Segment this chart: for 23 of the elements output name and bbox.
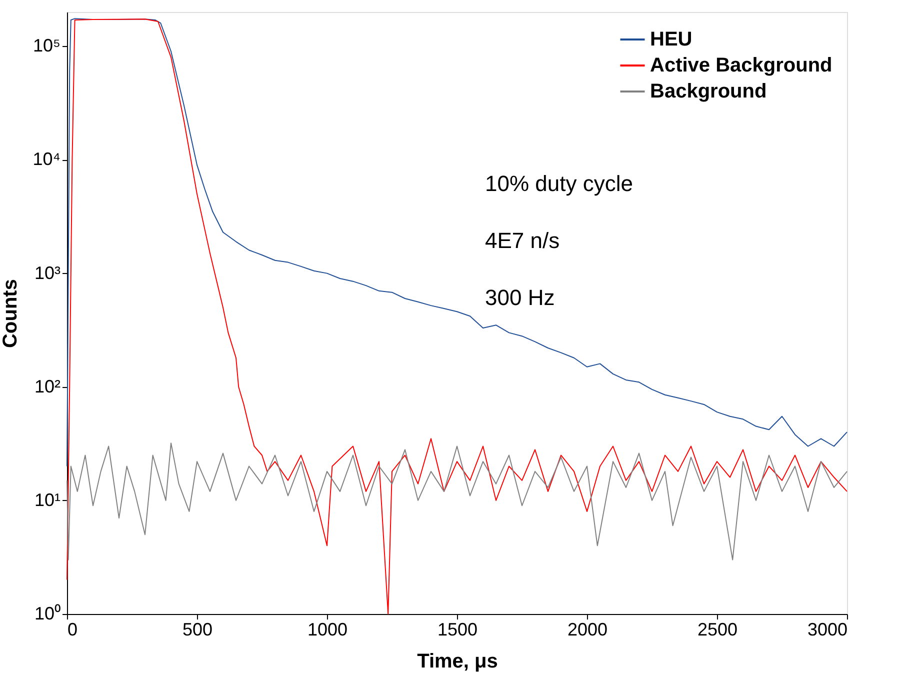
x-axis-title: Time, μs xyxy=(417,650,498,672)
x-tick-label: 500 xyxy=(182,620,213,640)
x-tick-label: 2000 xyxy=(567,620,608,640)
y-axis-title: Counts xyxy=(0,279,22,348)
legend-label: Background xyxy=(650,80,767,102)
y-tick-label: 10⁵ xyxy=(33,36,60,56)
annotation: 4E7 n/s xyxy=(485,228,560,253)
line-series xyxy=(66,18,848,467)
annotation: 300 Hz xyxy=(485,285,555,310)
y-tick-label: 10³ xyxy=(34,262,61,283)
y-tick-label: 10⁴ xyxy=(32,149,60,170)
line-series xyxy=(66,442,848,560)
x-tick-label: 3000 xyxy=(807,620,848,640)
legend-label: Active Background xyxy=(650,54,832,76)
y-tick-label: 10¹ xyxy=(34,490,61,510)
x-tick-label: 2500 xyxy=(697,620,738,640)
y-tick-label: 10⁰ xyxy=(34,604,60,624)
y-tick-label: 10² xyxy=(34,376,61,396)
annotation: 10% duty cycle xyxy=(485,171,633,196)
x-tick-label: 1500 xyxy=(437,620,478,640)
x-tick-label: 0 xyxy=(68,620,78,640)
legend-label: HEU xyxy=(650,28,692,50)
x-tick-label: 1000 xyxy=(307,620,348,640)
